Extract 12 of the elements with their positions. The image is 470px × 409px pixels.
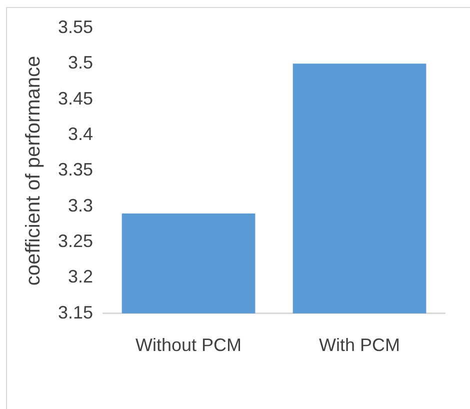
y-tick-label: 3.25 — [58, 231, 94, 252]
y-tick-label: 3.4 — [68, 124, 94, 144]
y-axis-title: coefficient of performance — [22, 56, 45, 286]
y-tick-label: 3.15 — [58, 302, 94, 322]
x-tick-label: Without PCM — [136, 335, 242, 356]
y-tick-label: 3.2 — [68, 266, 94, 287]
y-tick-label: 3.45 — [58, 88, 94, 108]
y-tick-label: 3.3 — [68, 195, 94, 216]
y-tick-label: 3.35 — [58, 160, 94, 180]
x-tick-label: With PCM — [319, 335, 400, 356]
y-tick-label: 3.5 — [68, 52, 94, 73]
y-tick-label: 3.55 — [58, 16, 94, 37]
